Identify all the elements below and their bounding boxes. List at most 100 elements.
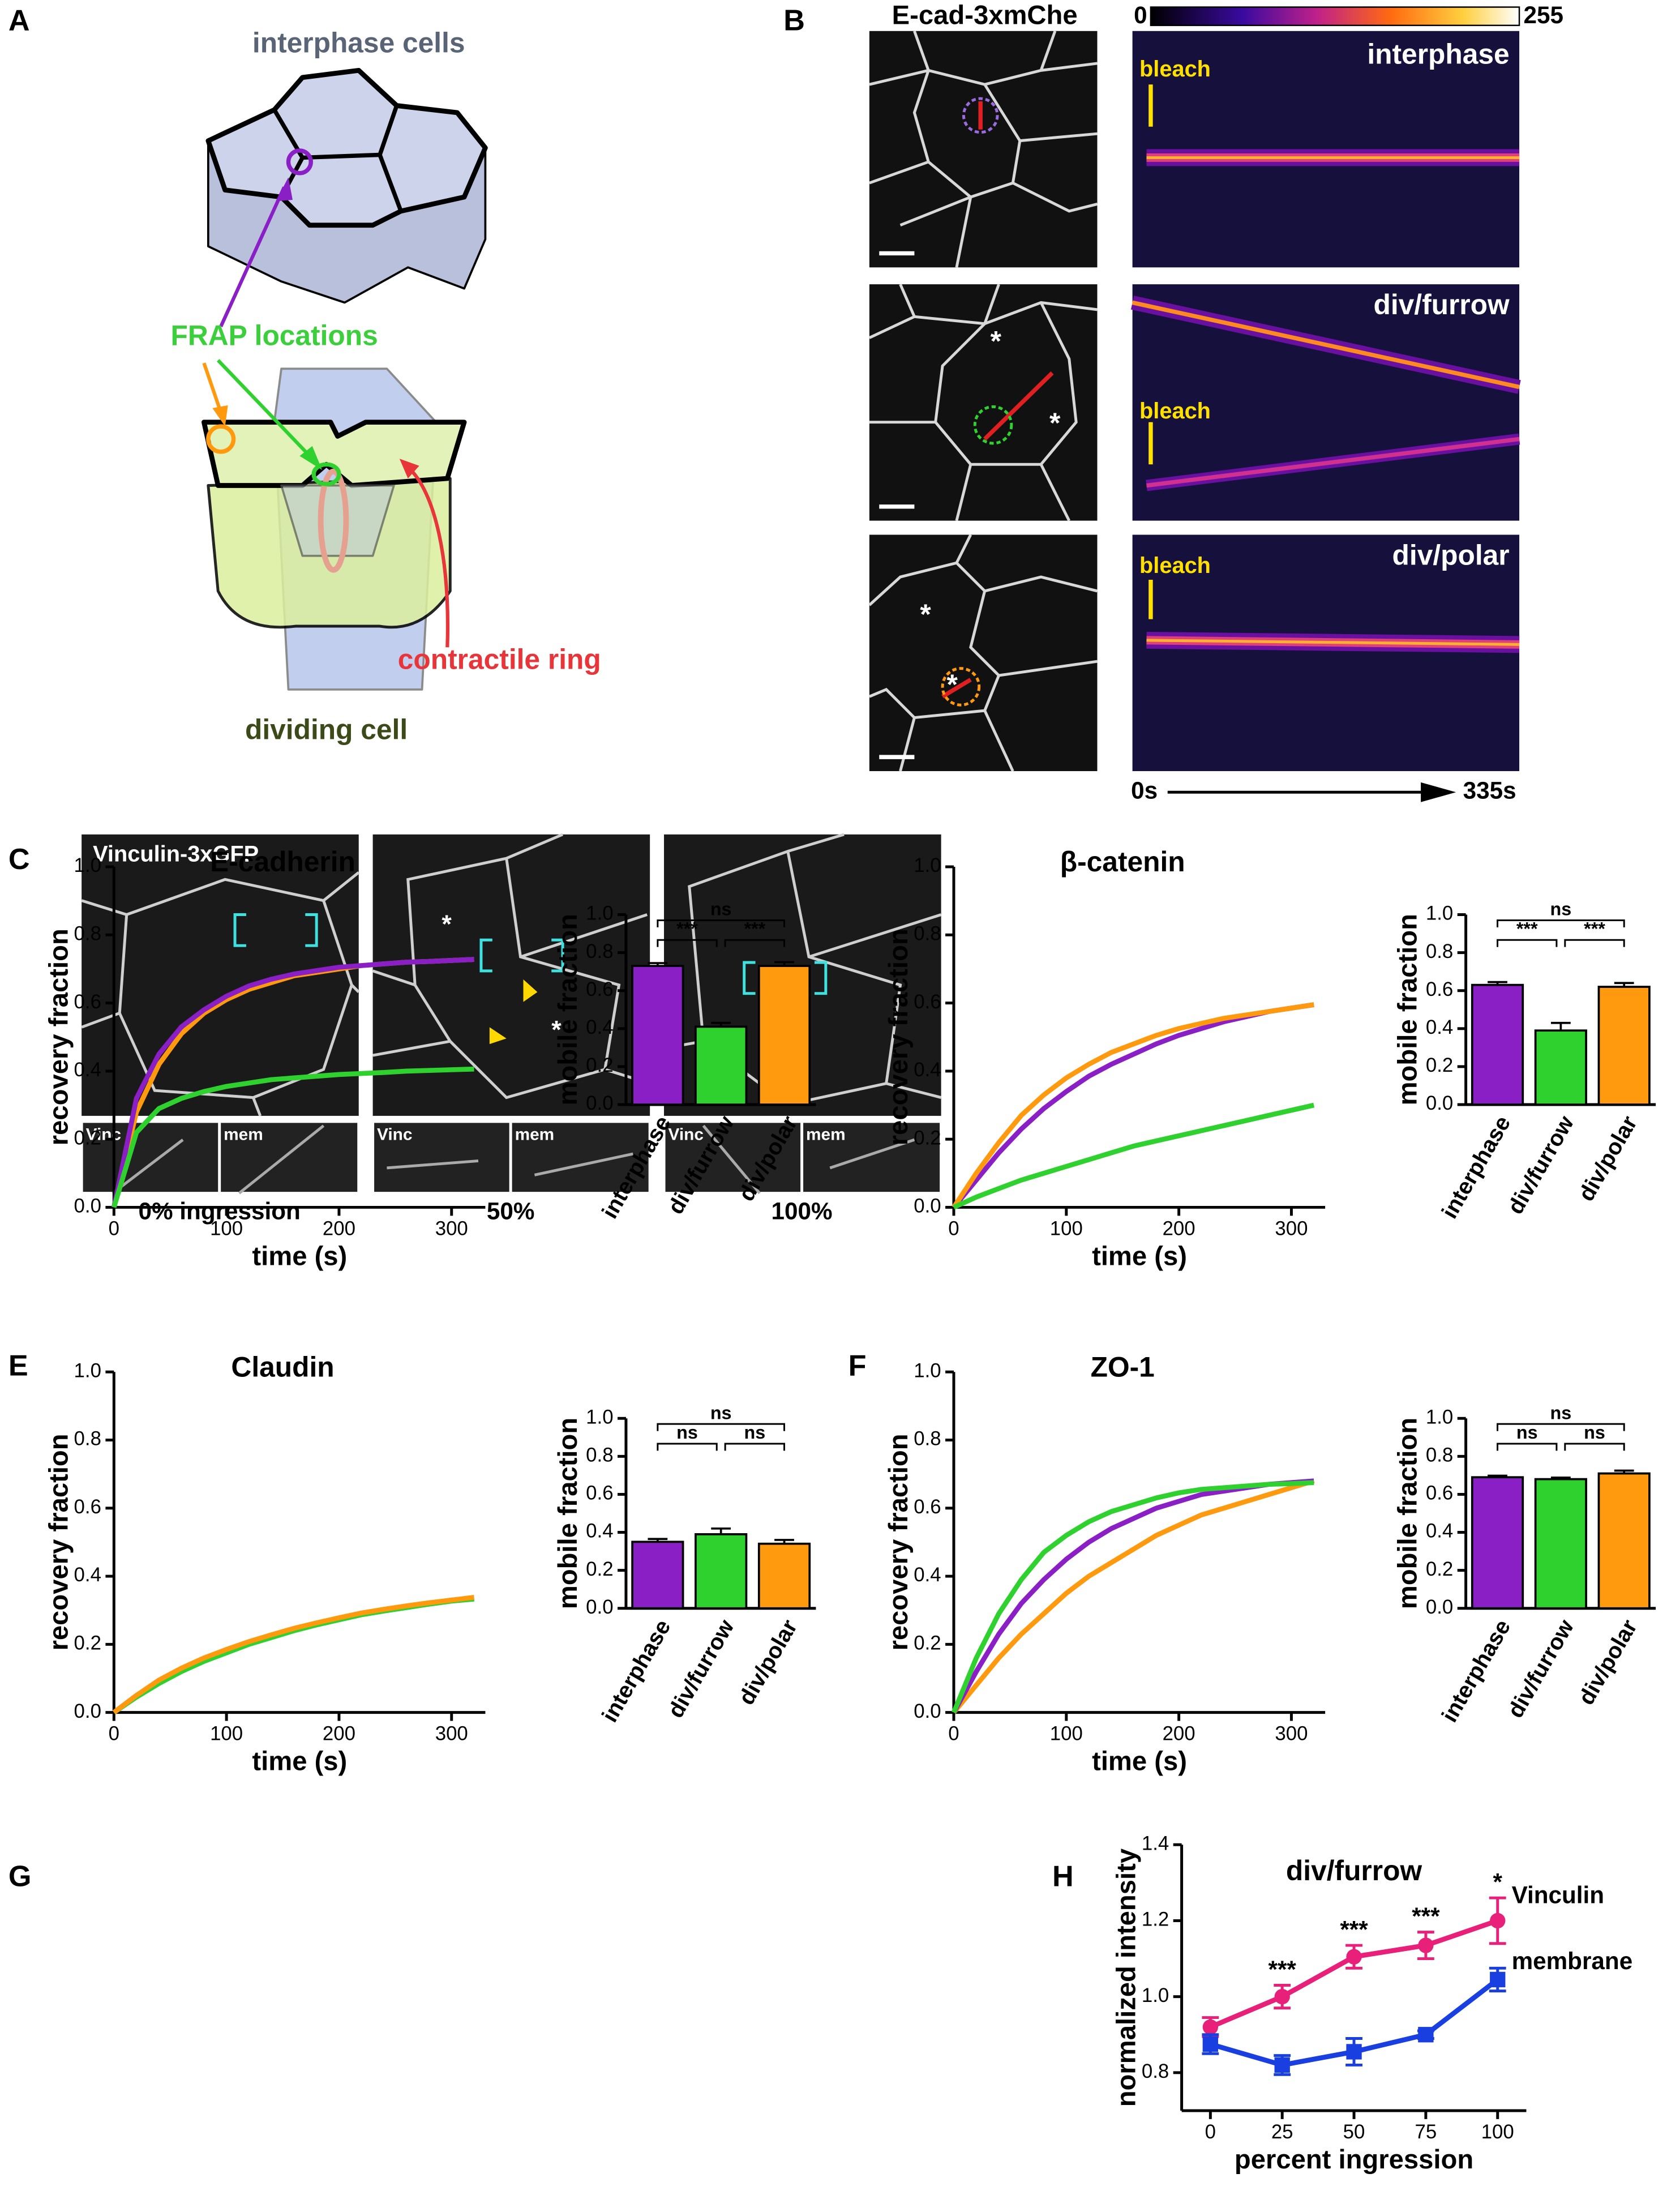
marker [1274, 2057, 1290, 2073]
significance-bracket [1564, 939, 1625, 947]
bar [1534, 1478, 1587, 1610]
cell-diagram [311, 462, 341, 486]
legend-label: membrane [1512, 1948, 1633, 1974]
marker [1418, 2027, 1434, 2043]
significance-label: ns [1550, 899, 1572, 919]
y-tick-label: 1.0 [1142, 1985, 1169, 2006]
image-caption: 50% [487, 1198, 535, 1225]
cell-diagram [318, 468, 349, 573]
marker [1418, 1937, 1434, 1953]
y-tick-label: 0.2 [1426, 1055, 1453, 1076]
x-tick-label: 0 [948, 1218, 959, 1239]
inset-label: mem [224, 1126, 263, 1144]
row-label: interphase [1367, 38, 1509, 70]
bar [631, 1541, 684, 1610]
y-axis-label: mobile fraction [553, 914, 583, 1105]
cell-diagram [212, 405, 228, 427]
cell-diagram [202, 420, 467, 488]
x-tick-label: 200 [323, 1723, 355, 1745]
row-label: div/furrow [1373, 289, 1510, 320]
significance-label: *** [1584, 918, 1605, 939]
kymograph [1146, 437, 1520, 488]
y-tick-label: 0.0 [914, 1196, 941, 1217]
significance-bracket [657, 939, 718, 947]
y-tick-label: 1.0 [586, 1406, 613, 1428]
y-axis-label: normalized intensity [1112, 1849, 1142, 2107]
significance-bracket [724, 1443, 786, 1451]
chart-title: Claudin [231, 1351, 334, 1383]
legend-label: Vinculin [1512, 1881, 1604, 1908]
significance-label: ns [676, 1422, 698, 1443]
cell-marker: * [551, 1016, 562, 1044]
time-arrow [1421, 782, 1456, 802]
micrograph [941, 667, 981, 707]
micrograph [743, 961, 756, 995]
y-tick-label: 0.2 [74, 1633, 101, 1654]
chart-title: div/furrow [1286, 1855, 1422, 1886]
cell-diagram [216, 359, 316, 463]
y-tick-label: 0.8 [74, 1428, 101, 1450]
bar [1471, 983, 1524, 1106]
significance-bracket [657, 1423, 786, 1431]
micrograph [489, 1027, 507, 1045]
x-tick-label: 300 [435, 1218, 468, 1239]
x-tick-label: 25 [1271, 2121, 1293, 2143]
significance-label: ns [710, 1402, 732, 1423]
y-tick-label: 0.2 [74, 1127, 101, 1149]
cell-marker: * [442, 910, 452, 938]
micrograph [868, 30, 1098, 772]
colorbar-label: 0 [1134, 2, 1147, 28]
y-tick-label: 0.6 [586, 1483, 613, 1504]
y-tick-label: 0.8 [1426, 1445, 1453, 1466]
y-tick-label: 0.4 [74, 1059, 101, 1081]
x-tick-label: 0 [109, 1218, 119, 1239]
significance-bracket [1497, 939, 1558, 947]
chart-title: E-cadherin [210, 846, 355, 878]
significance-label: ns [1584, 1422, 1605, 1443]
significance-label: *** [1340, 1916, 1368, 1943]
inset-label: Vinc [377, 1126, 412, 1144]
x-tick-label: 200 [323, 1218, 355, 1239]
micrograph [663, 833, 942, 1106]
y-tick-label: 0.4 [1426, 1521, 1453, 1542]
y-tick-label: 0.6 [1426, 979, 1453, 1000]
fit-line [951, 1480, 1314, 1714]
micrograph [973, 405, 1013, 445]
micrograph [869, 30, 1098, 268]
cell-diagram [202, 68, 488, 691]
x-tick-label: 75 [1415, 2121, 1437, 2143]
marker [1346, 2044, 1362, 2060]
image-caption: 100% [772, 1198, 833, 1225]
y-tick-label: 0.2 [586, 1055, 613, 1076]
bar [1597, 1472, 1651, 1610]
significance-label: *** [1269, 1956, 1297, 1983]
significance-bracket [1564, 1443, 1625, 1451]
significance-label: ns [1550, 1402, 1572, 1423]
micrograph [233, 913, 246, 947]
diagram-label: FRAP locations [170, 320, 378, 352]
x-tick-label: 300 [1275, 1218, 1308, 1239]
image-caption: 0% ingression [139, 1198, 301, 1225]
marker [1202, 2019, 1219, 2035]
significance-label: *** [744, 918, 765, 939]
y-tick-label: 0.6 [914, 1496, 941, 1518]
bar [1534, 1029, 1587, 1106]
x-tick-label: 200 [1163, 1218, 1195, 1239]
cell-diagram [286, 148, 313, 176]
marker [1490, 1912, 1506, 1929]
kymograph [1146, 639, 1520, 646]
y-tick-label: 0.8 [914, 923, 941, 944]
time-label: 0s [1131, 777, 1158, 803]
micrograph [869, 284, 1098, 521]
bar [757, 1542, 811, 1610]
x-tick-label: 200 [1163, 1723, 1195, 1745]
fit-line [112, 1066, 474, 1208]
cell-diagram [206, 424, 236, 454]
micrograph [869, 534, 1098, 772]
bar [1597, 986, 1651, 1106]
y-tick-label: 0.2 [1426, 1559, 1453, 1580]
significance-bracket [1497, 1423, 1625, 1431]
row-label: div/polar [1392, 539, 1510, 571]
chart-title: β-catenin [1060, 846, 1185, 878]
panel-label: C [8, 843, 30, 876]
